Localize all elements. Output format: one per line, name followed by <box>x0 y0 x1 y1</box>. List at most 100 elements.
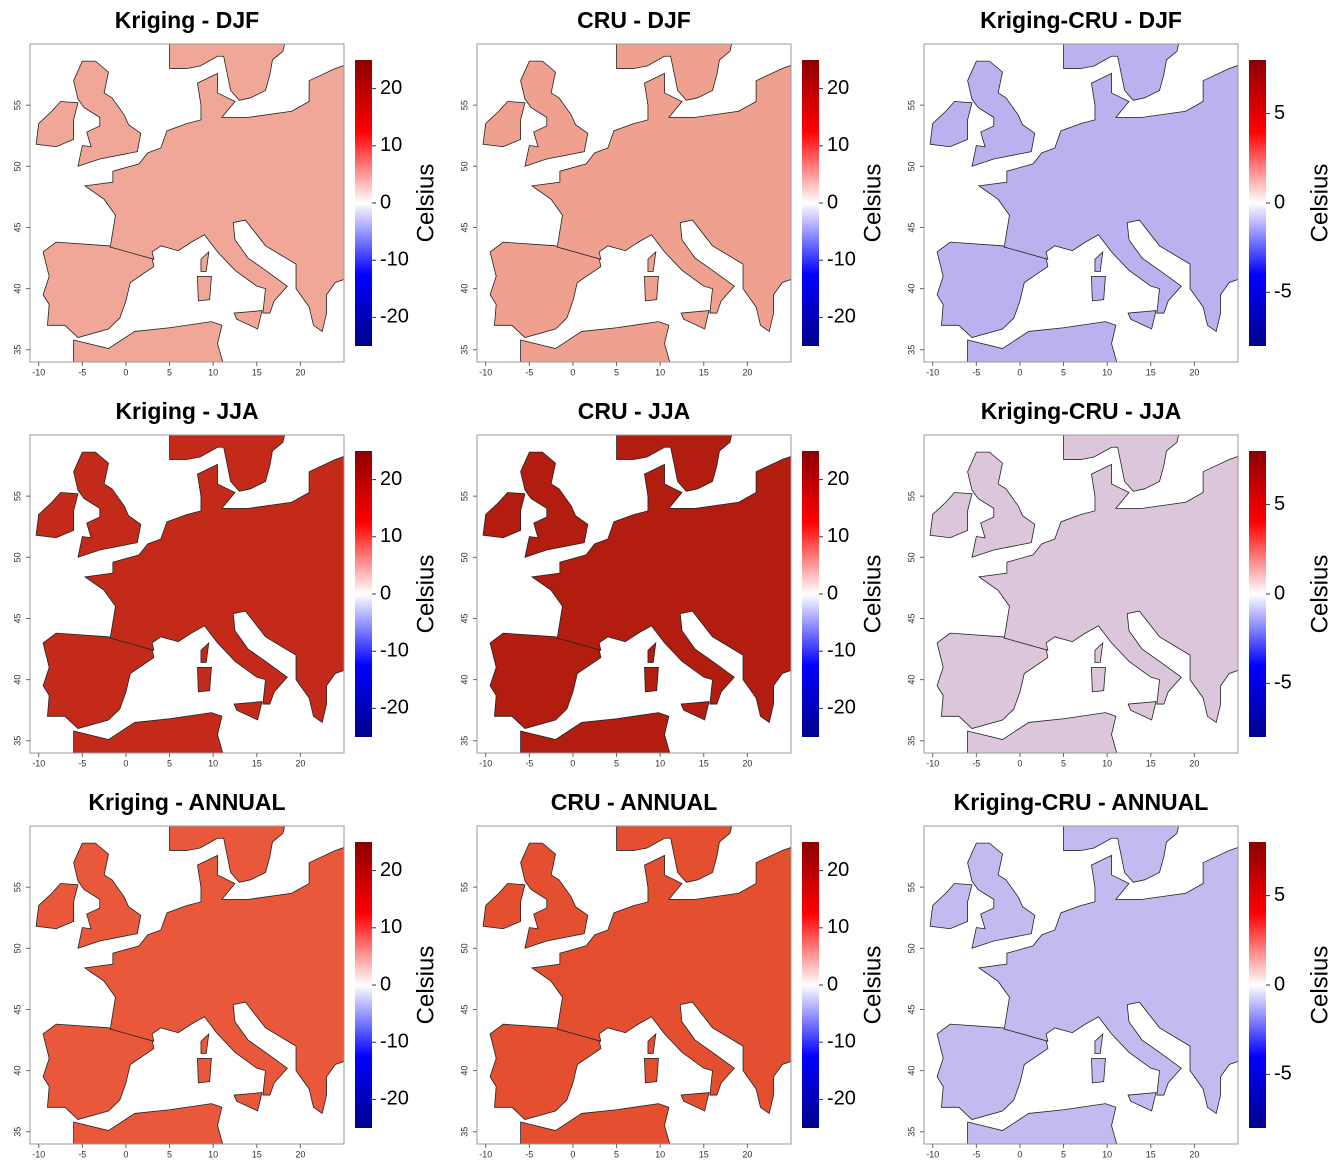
colorbar-tick-label: 20 <box>380 77 402 99</box>
x-tick-label: -10 <box>479 758 492 768</box>
y-tick-label: 40 <box>12 1066 22 1076</box>
land <box>36 492 78 537</box>
panel-title: Kriging - ANNUAL <box>88 789 285 815</box>
y-tick-label: 35 <box>459 1127 469 1137</box>
colorbar-tick-label: 0 <box>380 191 391 213</box>
y-tick-label: 50 <box>906 552 916 562</box>
x-tick-label: 15 <box>1146 758 1156 768</box>
land <box>968 843 1035 948</box>
x-tick-label: 20 <box>295 758 305 768</box>
colorbar-tick-label: -20 <box>380 306 409 328</box>
y-tick-label: 35 <box>459 345 469 355</box>
y-tick-label: 50 <box>459 161 469 171</box>
x-tick-label: -5 <box>525 1149 533 1159</box>
x-tick-label: 15 <box>699 367 709 377</box>
colorbar-tick-label: 5 <box>1274 493 1285 515</box>
colorbar-label: Celsius <box>412 164 439 243</box>
x-tick-label: 0 <box>570 367 575 377</box>
colorbar <box>802 60 819 346</box>
y-tick-label: 35 <box>906 1127 916 1137</box>
y-tick-label: 50 <box>906 161 916 171</box>
x-tick-label: 20 <box>742 1149 752 1159</box>
land <box>43 242 154 337</box>
map-area <box>930 423 1247 765</box>
land <box>937 1024 1048 1119</box>
y-tick-label: 45 <box>906 613 916 623</box>
land <box>1064 423 1182 491</box>
colorbar-tick-label: -10 <box>827 248 856 270</box>
y-tick-label: 40 <box>906 284 916 294</box>
map-panel: Kriging-CRU - JJA-10-5051015203540455055… <box>906 398 1333 768</box>
y-tick-label: 55 <box>459 882 469 892</box>
x-tick-label: 0 <box>570 758 575 768</box>
x-tick-label: 15 <box>1146 1149 1156 1159</box>
y-tick-label: 40 <box>459 675 469 685</box>
land <box>201 643 209 663</box>
colorbar-tick-label: 0 <box>827 973 838 995</box>
colorbar-tick-label: -20 <box>827 697 856 719</box>
x-tick-label: 0 <box>1017 367 1022 377</box>
land <box>930 101 972 146</box>
y-tick-label: 45 <box>459 222 469 232</box>
colorbar-tick-label: -20 <box>827 1088 856 1110</box>
x-tick-label: 10 <box>208 758 218 768</box>
y-tick-label: 45 <box>459 613 469 623</box>
land <box>644 276 658 300</box>
map-panel: CRU - DJF-10-5051015203540455055-20-1001… <box>459 7 886 377</box>
colorbar-tick-label: 10 <box>380 916 402 938</box>
x-tick-label: -10 <box>32 367 45 377</box>
y-tick-label: 40 <box>906 675 916 685</box>
y-tick-label: 45 <box>906 1004 916 1014</box>
colorbar <box>1249 451 1266 737</box>
x-tick-label: 10 <box>208 367 218 377</box>
colorbar-tick-label: -5 <box>1274 672 1292 694</box>
y-tick-label: 40 <box>12 284 22 294</box>
colorbar-tick-label: -10 <box>827 1030 856 1052</box>
x-tick-label: 0 <box>570 1149 575 1159</box>
colorbar-label: Celsius <box>412 555 439 634</box>
colorbar-tick-label: 20 <box>827 77 849 99</box>
y-tick-label: 55 <box>906 491 916 501</box>
y-tick-label: 45 <box>12 222 22 232</box>
x-tick-label: -10 <box>32 1149 45 1159</box>
colorbar-tick-label: 10 <box>827 916 849 938</box>
land <box>617 32 735 100</box>
x-tick-label: 0 <box>1017 1149 1022 1159</box>
map-area <box>930 814 1247 1156</box>
colorbar-tick-label: -10 <box>380 1030 409 1052</box>
figure: Kriging - DJF-10-5051015203540455055-20-… <box>0 0 1335 1166</box>
colorbar-label: Celsius <box>859 164 886 243</box>
colorbar-tick-label: -10 <box>827 639 856 661</box>
x-tick-label: 15 <box>1146 367 1156 377</box>
land <box>937 633 1048 728</box>
colorbar <box>355 451 372 737</box>
x-tick-label: 5 <box>614 1149 619 1159</box>
colorbar-label: Celsius <box>1306 164 1333 243</box>
colorbar-tick-label: 20 <box>380 468 402 490</box>
colorbar-tick-label: -20 <box>380 697 409 719</box>
map-panel: CRU - JJA-10-5051015203540455055-20-1001… <box>459 398 886 768</box>
colorbar-tick-label: 10 <box>827 134 849 156</box>
panel-title: CRU - DJF <box>577 7 691 33</box>
colorbar <box>802 451 819 737</box>
x-tick-label: 5 <box>1061 758 1066 768</box>
y-tick-label: 50 <box>459 552 469 562</box>
land <box>1128 311 1156 329</box>
x-tick-label: -10 <box>479 1149 492 1159</box>
colorbar <box>355 60 372 346</box>
x-tick-label: 10 <box>655 758 665 768</box>
colorbar-tick-label: -5 <box>1274 1063 1292 1085</box>
x-tick-label: 5 <box>614 758 619 768</box>
land <box>681 311 709 329</box>
x-tick-label: 20 <box>1189 367 1199 377</box>
land <box>1128 1093 1156 1111</box>
colorbar-tick-label: 0 <box>1274 191 1285 213</box>
x-tick-label: -10 <box>479 367 492 377</box>
land <box>170 32 288 100</box>
x-tick-label: 5 <box>1061 367 1066 377</box>
y-tick-label: 35 <box>459 736 469 746</box>
map-area <box>36 814 353 1156</box>
